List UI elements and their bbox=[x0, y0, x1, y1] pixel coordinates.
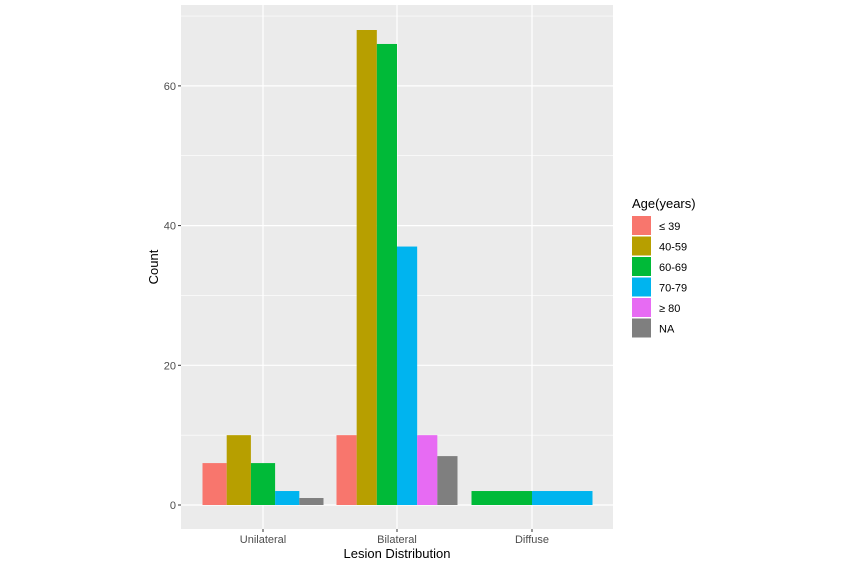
legend-swatch bbox=[632, 257, 651, 276]
bar bbox=[376, 43, 397, 506]
bar bbox=[417, 435, 438, 505]
legend-swatch bbox=[632, 277, 651, 297]
y-tick-label: 60 bbox=[164, 81, 176, 93]
y-axis-title: Count bbox=[146, 249, 161, 284]
legend-label: 60-69 bbox=[659, 262, 687, 274]
legend-label: 40-59 bbox=[659, 242, 687, 254]
legend-swatch bbox=[632, 216, 651, 235]
legend: Age(years) ≤ 39 40-59 60-69 70-79 ≥ 80 NA bbox=[632, 196, 696, 338]
bar bbox=[275, 491, 300, 505]
x-tick-label: Diffuse bbox=[515, 534, 549, 546]
x-axis-title: Lesion Distribution bbox=[344, 546, 451, 561]
legend-swatch bbox=[632, 298, 651, 317]
bar bbox=[397, 246, 418, 505]
legend-label: ≤ 39 bbox=[659, 221, 680, 233]
bar bbox=[437, 456, 458, 505]
bar bbox=[356, 30, 377, 505]
bar bbox=[202, 463, 227, 505]
legend-label: NA bbox=[659, 324, 675, 336]
y-axis: 0 20 40 60 bbox=[164, 81, 181, 512]
y-tick-label: 0 bbox=[170, 500, 176, 512]
y-tick-label: 20 bbox=[164, 360, 176, 372]
bar bbox=[471, 491, 532, 505]
bars bbox=[202, 30, 593, 506]
x-tick-label: Unilateral bbox=[240, 534, 286, 546]
bar bbox=[226, 435, 251, 505]
x-tick-label: Bilateral bbox=[377, 534, 417, 546]
x-axis: Unilateral Bilateral Diffuse bbox=[240, 529, 549, 546]
legend-title: Age(years) bbox=[632, 196, 696, 211]
legend-label: 70-79 bbox=[659, 283, 687, 295]
y-tick-label: 40 bbox=[164, 221, 176, 233]
legend-label: ≥ 80 bbox=[659, 303, 680, 315]
legend-swatch bbox=[632, 318, 651, 338]
bar bbox=[250, 463, 276, 505]
legend-swatch bbox=[632, 236, 651, 256]
bar bbox=[532, 491, 593, 505]
bar bbox=[336, 435, 357, 505]
bar bbox=[299, 498, 324, 505]
